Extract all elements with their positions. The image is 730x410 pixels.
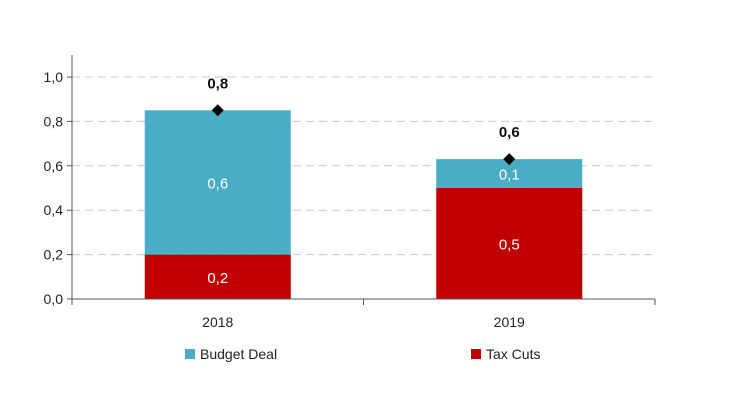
total-value-label: 0,8	[207, 75, 228, 92]
total-marker-2019	[503, 153, 516, 166]
y-tick-label: 1,0	[44, 69, 64, 85]
segment-value-label: 0,1	[499, 167, 520, 184]
y-tick-label: 0,6	[44, 158, 64, 174]
legend-swatch-budget-deal	[185, 349, 195, 359]
segment-value-label: 0,6	[207, 175, 228, 192]
legend: Budget Deal Tax Cuts	[185, 346, 540, 362]
legend-label: Budget Deal	[200, 346, 277, 362]
data-labels: 0,2 0,6 0,8 0,5 0,1 0,6	[207, 75, 519, 286]
x-tick-label: 2018	[202, 314, 233, 330]
x-tick-label: 2019	[494, 314, 525, 330]
legend-swatch-tax-cuts	[471, 349, 481, 359]
y-tick-label: 0,2	[44, 247, 64, 263]
segment-value-label: 0,2	[207, 270, 228, 287]
bar-tax-cuts-2019	[436, 188, 583, 299]
bars	[144, 110, 583, 299]
bar-budget-deal-2018	[144, 110, 291, 255]
axes: 0,0 0,2 0,4 0,6 0,8 1,0 2018 2019	[44, 55, 656, 330]
bar-tax-cuts-2018	[144, 254, 291, 299]
y-tick-label: 0,4	[44, 202, 64, 218]
legend-label: Tax Cuts	[486, 346, 540, 362]
y-tick-label: 0,8	[44, 113, 64, 129]
total-marker-2018	[211, 104, 224, 117]
y-tick-label: 0,0	[44, 291, 64, 307]
total-value-label: 0,6	[499, 124, 520, 141]
segment-value-label: 0,5	[499, 237, 520, 254]
